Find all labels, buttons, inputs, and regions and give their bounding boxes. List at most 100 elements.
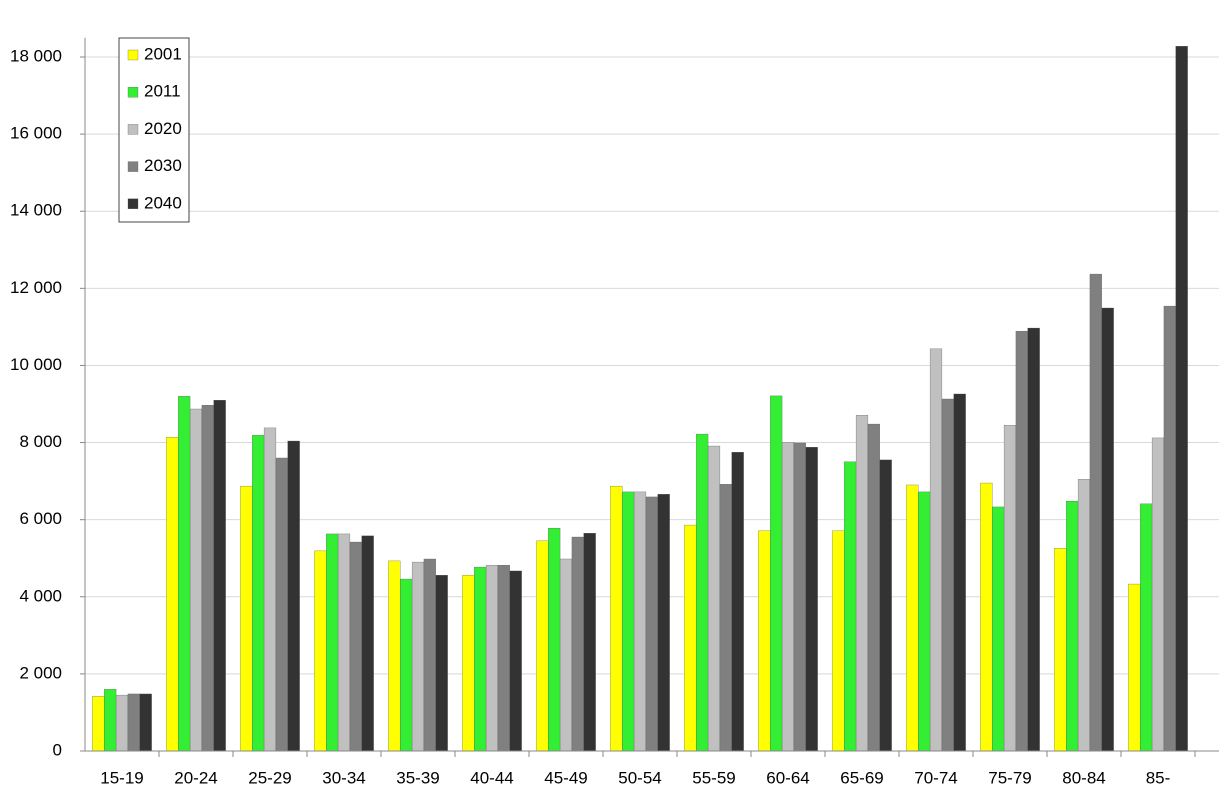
bar [770, 395, 783, 752]
bar [240, 485, 253, 752]
legend-label: 2011 [144, 82, 181, 101]
x-tick-label: 50-54 [618, 768, 661, 787]
y-tick-label: 12 000 [10, 278, 62, 297]
bar [1027, 327, 1040, 752]
bar [263, 427, 277, 752]
bar [793, 442, 806, 752]
x-tick-label: 30-34 [322, 768, 365, 787]
x-tick-label: 15-19 [100, 768, 143, 787]
legend-swatch [127, 49, 139, 61]
x-tick-label: 40-44 [470, 768, 513, 787]
bar [719, 484, 732, 752]
bar [213, 399, 226, 752]
bar [633, 491, 647, 752]
bar [980, 482, 993, 752]
bar [657, 494, 670, 752]
legend-label: 2020 [144, 119, 182, 138]
legend-label: 2030 [144, 156, 182, 175]
y-tick-label: 18 000 [10, 46, 62, 65]
bar [435, 575, 448, 752]
bar [275, 457, 288, 752]
bar [929, 348, 943, 752]
bar [571, 536, 584, 752]
bar [388, 560, 401, 752]
bar [411, 561, 425, 752]
y-tick-label: 14 000 [10, 201, 62, 220]
bar [127, 693, 140, 752]
bar [1151, 437, 1165, 752]
bar [855, 415, 869, 752]
bar [548, 527, 561, 752]
bar [1077, 479, 1091, 752]
bar [1163, 305, 1176, 752]
bar [1101, 307, 1114, 752]
bar [684, 524, 697, 752]
bar [707, 445, 721, 752]
y-tick-label: 4 000 [19, 586, 62, 605]
bar [201, 405, 214, 752]
bar [1015, 330, 1028, 752]
bar [758, 530, 771, 752]
y-tick-label: 2 000 [19, 663, 62, 682]
x-tick-label: 25-29 [248, 768, 291, 787]
x-tick-label: 45-49 [544, 768, 587, 787]
bar [337, 533, 351, 752]
bar [287, 440, 300, 752]
bar [583, 533, 596, 752]
bar [474, 566, 487, 752]
bar [485, 565, 499, 752]
bar [462, 575, 475, 752]
bar [400, 578, 413, 752]
bar [610, 485, 623, 752]
x-tick-label: 80-84 [1062, 768, 1105, 787]
bar [731, 452, 744, 752]
y-tick-label: 10 000 [10, 355, 62, 374]
bar [509, 570, 522, 752]
bar [879, 459, 892, 752]
y-tick-label: 6 000 [19, 509, 62, 528]
bar [104, 689, 117, 752]
legend-swatch [127, 87, 139, 98]
bar [992, 506, 1005, 752]
bar [178, 396, 191, 752]
x-tick-label: 85- [1146, 768, 1171, 787]
bar [941, 398, 954, 752]
bar [559, 558, 573, 752]
y-tick-label: 0 [53, 740, 62, 759]
bar [918, 491, 931, 752]
bar [1054, 548, 1067, 752]
legend-swatch [127, 198, 139, 209]
legend-label: 2040 [144, 193, 182, 212]
bar [326, 533, 339, 752]
x-tick-label: 60-64 [766, 768, 809, 787]
bar [844, 461, 857, 752]
legend-swatch [127, 124, 139, 135]
x-tick-label: 75-79 [988, 768, 1031, 787]
bar [139, 693, 152, 752]
bar [805, 447, 818, 752]
x-tick-label: 70-74 [914, 768, 957, 787]
y-tick-label: 8 000 [19, 432, 62, 451]
bar [252, 435, 265, 752]
bar [906, 484, 919, 752]
bar [622, 491, 635, 752]
x-tick-label: 65-69 [840, 768, 883, 787]
bar [361, 535, 374, 752]
bar [189, 408, 203, 752]
bar [696, 433, 709, 752]
bar [349, 541, 362, 752]
x-tick-label: 35-39 [396, 768, 439, 787]
bar [1003, 425, 1017, 752]
bar [115, 694, 129, 752]
legend-label: 2001 [144, 44, 182, 63]
bar [781, 442, 795, 752]
y-tick-label: 16 000 [10, 124, 62, 143]
bar [497, 565, 510, 752]
bar [536, 540, 549, 752]
bar [1089, 273, 1102, 752]
bar [1175, 46, 1188, 752]
x-tick-label: 20-24 [174, 768, 217, 787]
bar [645, 496, 658, 752]
bar [1128, 583, 1141, 752]
